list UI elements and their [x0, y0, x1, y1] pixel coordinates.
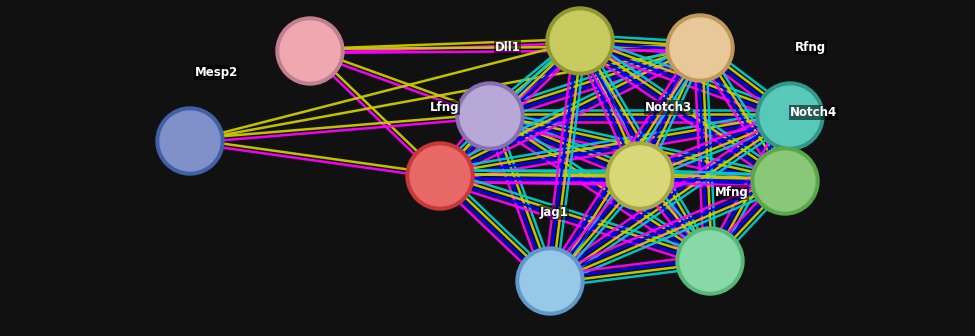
Circle shape — [160, 111, 220, 171]
Circle shape — [606, 142, 674, 210]
Circle shape — [280, 21, 340, 81]
Circle shape — [156, 107, 224, 175]
Text: Jag1: Jag1 — [540, 206, 568, 219]
Circle shape — [460, 86, 520, 146]
Circle shape — [520, 251, 580, 311]
Circle shape — [516, 247, 584, 315]
Circle shape — [456, 82, 524, 150]
Text: Mfng: Mfng — [715, 186, 749, 199]
Text: Rfng: Rfng — [795, 41, 826, 54]
Text: Lfng: Lfng — [430, 101, 459, 114]
Circle shape — [410, 146, 470, 206]
Circle shape — [751, 147, 819, 215]
Text: Mesp2: Mesp2 — [195, 66, 238, 79]
Circle shape — [550, 11, 610, 71]
Text: Notch3: Notch3 — [645, 101, 692, 114]
Circle shape — [755, 151, 815, 211]
Circle shape — [760, 86, 820, 146]
Circle shape — [406, 142, 474, 210]
Circle shape — [670, 18, 730, 78]
Circle shape — [680, 231, 740, 291]
Circle shape — [756, 82, 824, 150]
Circle shape — [276, 17, 344, 85]
Circle shape — [546, 7, 614, 75]
Text: Notch4: Notch4 — [790, 106, 838, 119]
Circle shape — [610, 146, 670, 206]
Circle shape — [676, 227, 744, 295]
Text: Dll1: Dll1 — [495, 41, 521, 54]
Circle shape — [666, 14, 734, 82]
